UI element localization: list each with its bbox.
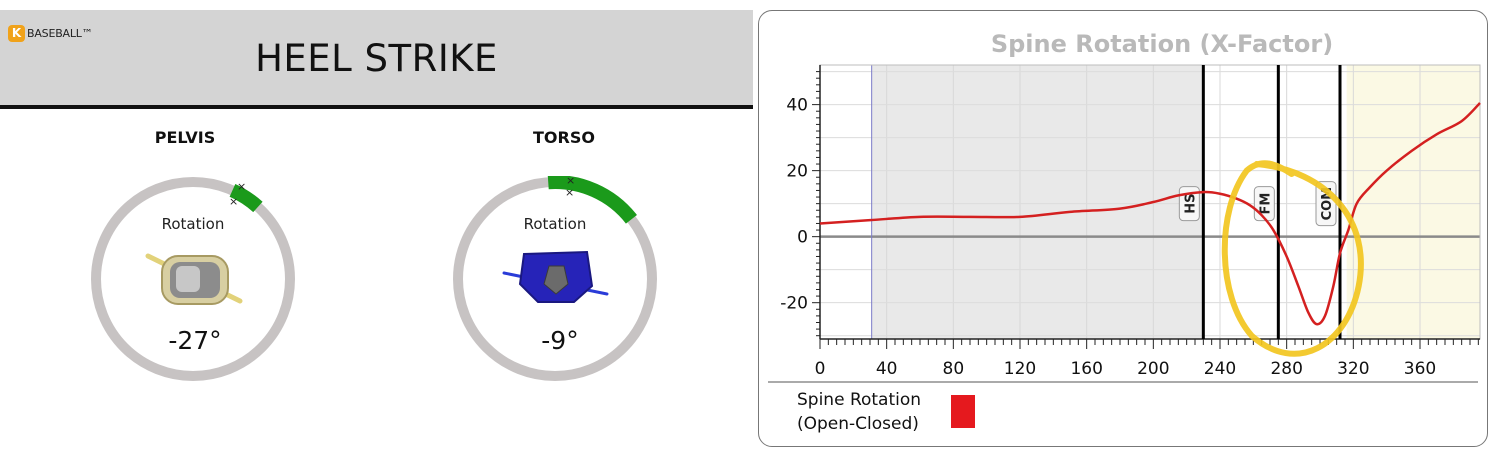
header-bar: K BASEBALL™ HEEL STRIKE bbox=[0, 10, 753, 109]
torso-gauge: × × bbox=[453, 176, 657, 381]
x-tick-label: 360 bbox=[1404, 359, 1436, 379]
annotation-circle bbox=[1221, 160, 1364, 357]
pelvis-gauge-metric: Rotation bbox=[161, 215, 225, 233]
heel-strike-panel: K BASEBALL™ HEEL STRIKE PELVIS × × Rotat… bbox=[0, 10, 753, 381]
pelvis-gauge-range-segment bbox=[229, 183, 263, 213]
x-tick-label: 160 bbox=[1070, 359, 1102, 379]
legend-swatch bbox=[951, 395, 975, 428]
pelvis-model-icon bbox=[145, 253, 243, 305]
event-marker-label-box: FM bbox=[1253, 186, 1275, 222]
pelvis-gauge-title: PELVIS bbox=[154, 128, 216, 147]
pelvis-range-marker-icon: × bbox=[237, 180, 246, 193]
y-tick-label: 0 bbox=[797, 228, 808, 248]
x-tick-label: 280 bbox=[1270, 359, 1302, 379]
shaded-region-1 bbox=[1346, 65, 1480, 339]
x-tick-label: 40 bbox=[876, 359, 898, 379]
brand-logo: K BASEBALL™ bbox=[8, 24, 93, 42]
pelvis-range-marker-icon: × bbox=[229, 195, 238, 208]
x-tick-label: 120 bbox=[1004, 359, 1036, 379]
torso-model-icon bbox=[502, 250, 609, 303]
torso-gauge-range-segment bbox=[547, 176, 637, 224]
y-tick-label: 40 bbox=[786, 96, 808, 116]
x-tick-label: 0 bbox=[815, 359, 826, 379]
brand-logo-icon: K bbox=[8, 24, 25, 42]
x-tick-label: 320 bbox=[1337, 359, 1369, 379]
chart-title: Spine Rotation (X-Factor) bbox=[991, 30, 1333, 58]
x-tick-label: 200 bbox=[1137, 359, 1169, 379]
legend-label: Spine Rotation (Open-Closed) bbox=[797, 390, 922, 434]
torso-gauge-metric: Rotation bbox=[523, 215, 587, 233]
y-tick-label: -20 bbox=[780, 294, 808, 314]
event-marker-label: FM bbox=[1258, 193, 1273, 215]
event-marker-label: HS bbox=[1183, 194, 1198, 214]
x-tick-label: 240 bbox=[1204, 359, 1236, 379]
spine-rotation-chart: Spine Rotation (X-Factor)0 40 80 120 160 200 2… bbox=[768, 30, 1481, 383]
pelvis-rotation-value: -27° bbox=[168, 326, 222, 355]
x-tick-label: 80 bbox=[943, 359, 965, 379]
torso-gauge-title: TORSO bbox=[533, 128, 595, 147]
y-tick-label: 20 bbox=[786, 162, 808, 182]
pelvis-gauge-ring bbox=[91, 177, 295, 381]
torso-rotation-value: -9° bbox=[541, 326, 579, 355]
brand-logo-text: BASEBALL™ bbox=[27, 26, 93, 40]
torso-range-marker-icon: × bbox=[566, 176, 575, 187]
spine-rotation-series-line bbox=[819, 102, 1481, 326]
pelvis-gauge: × × bbox=[91, 177, 295, 381]
torso-range-marker-icon: × bbox=[565, 186, 574, 199]
page-title: HEEL STRIKE bbox=[255, 37, 498, 80]
